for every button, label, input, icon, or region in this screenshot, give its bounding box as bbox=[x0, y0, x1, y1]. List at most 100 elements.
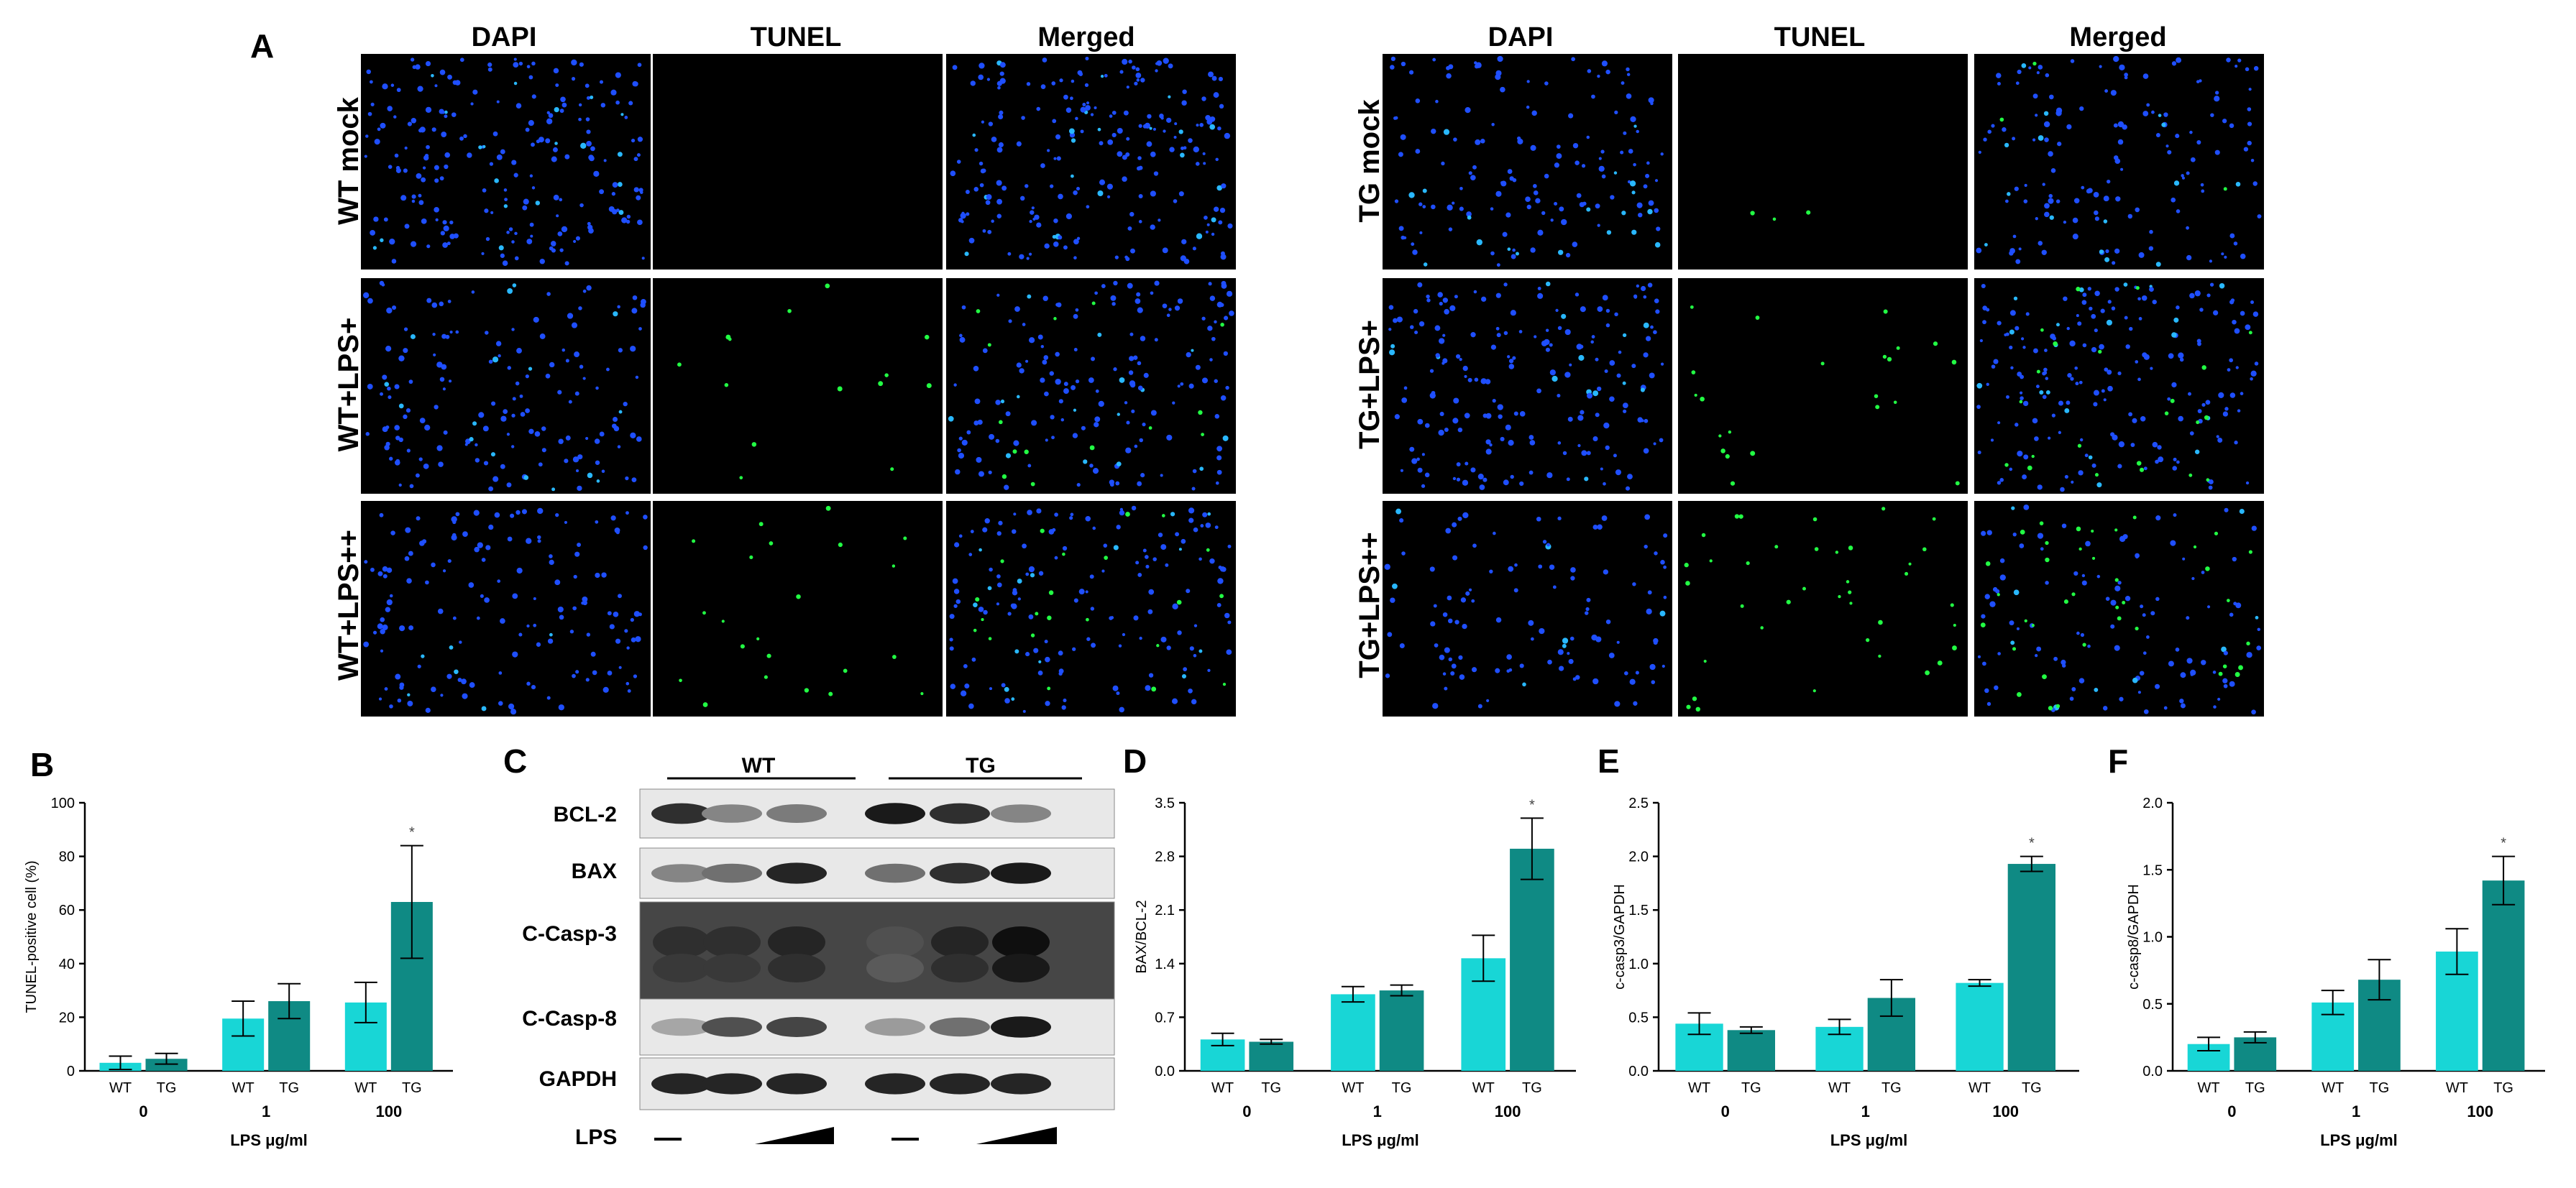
nucleus-dot bbox=[1070, 96, 1073, 101]
nucleus-dot bbox=[449, 220, 454, 225]
nucleus-dot bbox=[1479, 484, 1485, 490]
nucleus-dot bbox=[396, 88, 401, 93]
nucleus-dot bbox=[582, 289, 587, 293]
nucleus-dot bbox=[1979, 339, 1984, 343]
nucleus-dot bbox=[2233, 241, 2238, 246]
nucleus-dot bbox=[572, 673, 576, 678]
nucleus-dot bbox=[1007, 252, 1012, 256]
tunel-dot bbox=[1148, 426, 1152, 430]
nucleus-dot bbox=[2199, 308, 2204, 312]
nucleus-dot bbox=[418, 457, 423, 461]
tunel-dot bbox=[769, 541, 774, 545]
nucleus-dot bbox=[2150, 611, 2155, 616]
nucleus-dot bbox=[2235, 602, 2242, 609]
nucleus-dot bbox=[2246, 652, 2252, 658]
nucleus-dot bbox=[1160, 474, 1163, 477]
nucleus-dot bbox=[2051, 413, 2055, 418]
nucleus-dot bbox=[1530, 144, 1536, 151]
nucleus-dot bbox=[1045, 701, 1050, 706]
nucleus-dot bbox=[2229, 358, 2234, 363]
nucleus-dot bbox=[1997, 321, 2002, 326]
nucleus-dot bbox=[1452, 418, 1459, 424]
nucleus-dot bbox=[1649, 663, 1656, 671]
nucleus-dot bbox=[531, 186, 536, 190]
nucleus-dot bbox=[463, 134, 467, 139]
nucleus-dot bbox=[474, 546, 480, 553]
nucleus-dot bbox=[1211, 217, 1216, 223]
nucleus-dot bbox=[1535, 198, 1541, 203]
nucleus-dot bbox=[2155, 459, 2159, 464]
nucleus-dot bbox=[417, 664, 421, 668]
nucleus-dot bbox=[1027, 294, 1032, 299]
nucleus-dot bbox=[1603, 569, 1609, 575]
nucleus-dot bbox=[2115, 196, 2121, 202]
nucleus-dot bbox=[434, 207, 439, 213]
nucleus-dot bbox=[1134, 81, 1138, 86]
nucleus-dot bbox=[397, 699, 402, 703]
y-tick-label: 1.4 bbox=[1155, 957, 1175, 972]
nucleus-dot bbox=[1585, 611, 1589, 615]
nucleus-dot bbox=[2196, 140, 2201, 145]
nucleus-dot bbox=[2048, 198, 2054, 204]
nucleus-dot bbox=[2117, 139, 2124, 145]
nucleus-dot bbox=[519, 394, 523, 398]
tunel-dot bbox=[2193, 545, 2197, 549]
nucleus-dot bbox=[1068, 128, 1075, 134]
y-tick-label: 2.5 bbox=[1628, 796, 1649, 811]
nucleus-dot bbox=[1643, 352, 1649, 358]
nucleus-dot bbox=[2074, 366, 2078, 370]
nucleus-dot bbox=[512, 651, 518, 658]
row-label-tg-lps2: TG+LPS++ bbox=[1354, 532, 1385, 678]
nucleus-dot bbox=[1663, 595, 1667, 599]
nucleus-dot bbox=[1645, 336, 1651, 341]
nucleus-dot bbox=[1417, 418, 1424, 425]
nucleus-dot bbox=[1008, 319, 1012, 323]
nucleus-dot bbox=[2227, 368, 2231, 372]
nucleus-dot bbox=[1507, 169, 1513, 174]
nucleus-dot bbox=[2072, 217, 2078, 224]
nucleus-dot bbox=[1569, 363, 1572, 367]
nucleus-dot bbox=[2224, 255, 2227, 259]
nucleus-dot bbox=[1221, 251, 1225, 256]
nucleus-dot bbox=[398, 403, 404, 409]
nucleus-dot bbox=[539, 333, 546, 339]
nucleus-dot bbox=[431, 302, 438, 308]
nucleus-dot bbox=[562, 348, 566, 352]
tunel-dot bbox=[1012, 449, 1017, 454]
nucleus-dot bbox=[1976, 382, 1983, 389]
nucleus-dot bbox=[1224, 316, 1229, 321]
nucleus-dot bbox=[1214, 414, 1220, 419]
nucleus-dot bbox=[439, 301, 444, 307]
nucleus-dot bbox=[511, 413, 515, 418]
microscopy-grid-wt: DAPI TUNEL Merged WT mock WT+LPS+ WT+LPS… bbox=[333, 22, 1236, 717]
nucleus-dot bbox=[1140, 78, 1145, 83]
nucleus-dot bbox=[1136, 292, 1141, 297]
nucleus-dot bbox=[1569, 636, 1575, 641]
nucleus-dot bbox=[575, 670, 579, 674]
nucleus-dot bbox=[1135, 298, 1141, 304]
nucleus-dot bbox=[490, 211, 494, 214]
blot-label-bax: BAX bbox=[572, 860, 617, 883]
nucleus-dot bbox=[2102, 706, 2108, 711]
nucleus-dot bbox=[525, 408, 531, 413]
nucleus-dot bbox=[447, 558, 452, 563]
nucleus-dot bbox=[2035, 654, 2038, 658]
nucleus-dot bbox=[958, 436, 963, 441]
nucleus-dot bbox=[1452, 201, 1455, 205]
nucleus-dot bbox=[488, 359, 493, 364]
nucleus-dot bbox=[1062, 545, 1068, 551]
nucleus-dot bbox=[1140, 336, 1146, 341]
nucleus-dot bbox=[1075, 308, 1079, 312]
nucleus-dot bbox=[991, 137, 997, 142]
nucleus-dot bbox=[1977, 655, 1981, 658]
nucleus-dot bbox=[2050, 167, 2056, 173]
nucleus-dot bbox=[425, 580, 429, 585]
nucleus-dot bbox=[643, 515, 648, 520]
tunel-dot bbox=[1866, 638, 1870, 643]
nucleus-dot bbox=[2142, 613, 2146, 617]
nucleus-dot bbox=[1489, 569, 1493, 574]
nucleus-dot bbox=[389, 704, 393, 709]
nucleus-dot bbox=[1455, 354, 1461, 359]
bar-member-label: TG bbox=[2022, 1080, 2042, 1096]
